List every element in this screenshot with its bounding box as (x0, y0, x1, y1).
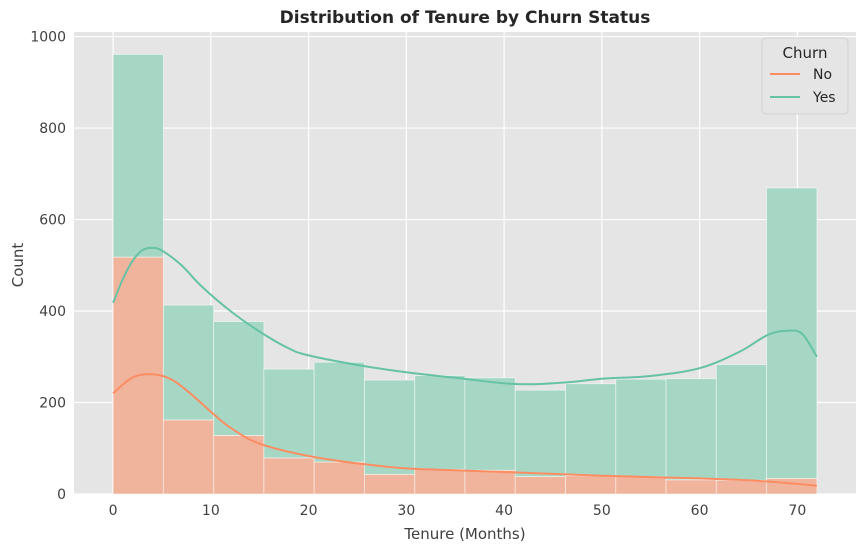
legend-label-no: No (813, 67, 832, 83)
bar-yes (565, 383, 617, 477)
kde-curves (112, 246, 818, 487)
y-tick-label: 0 (57, 487, 66, 503)
bar-yes (464, 377, 516, 471)
bar-yes (213, 321, 265, 436)
bar-no (715, 479, 768, 495)
x-tick-label: 20 (300, 503, 318, 519)
bar-no (665, 479, 717, 495)
kde-line-no (112, 373, 817, 487)
y-tick-label: 400 (39, 304, 66, 320)
x-tick-label: 50 (593, 503, 611, 519)
bar-yes (313, 361, 365, 463)
bar-no (162, 419, 215, 495)
bar-yes (263, 368, 315, 459)
bar-yes (112, 54, 164, 258)
bar-yes (364, 379, 416, 475)
x-tick-label: 60 (691, 503, 709, 519)
bar-yes (514, 389, 566, 478)
y-tick-label: 800 (39, 121, 66, 137)
tick-labels: 0 10 20 30 40 50 60 70 0 200 400 600 800 1000 (30, 30, 806, 519)
bar-no (364, 473, 416, 495)
bar-yes (414, 375, 466, 470)
bar-yes (615, 378, 667, 478)
x-tick-label: 40 (495, 503, 513, 519)
y-tick-label: 200 (39, 396, 66, 412)
kde-line-yes (112, 246, 818, 386)
legend-title: Churn (783, 44, 828, 62)
bar-no (565, 475, 617, 495)
bar-no (414, 468, 466, 495)
x-tick-label: 70 (788, 503, 806, 519)
y-axis-label: Count (9, 243, 27, 288)
legend-label-yes: Yes (812, 90, 836, 106)
bar-no (514, 476, 566, 495)
bar-yes (715, 364, 768, 481)
legend: Churn No Yes (761, 37, 849, 115)
bar-no (766, 478, 818, 495)
bars (112, 54, 818, 495)
bar-yes (665, 378, 717, 481)
x-tick-label: 0 (109, 503, 118, 519)
legend-box (761, 37, 849, 115)
y-tick-label: 1000 (30, 30, 66, 46)
x-tick-label: 10 (202, 503, 220, 519)
x-axis-label: Tenure (Months) (403, 525, 525, 543)
bar-no (615, 476, 667, 495)
bar-yes (162, 304, 215, 421)
y-tick-label: 600 (39, 213, 66, 229)
x-tick-label: 30 (397, 503, 415, 519)
bar-no (313, 461, 365, 495)
bar-no (464, 469, 516, 495)
chart-title: Distribution of Tenure by Churn Status (280, 8, 651, 28)
bar-no (213, 435, 265, 495)
bar-no (263, 457, 315, 495)
